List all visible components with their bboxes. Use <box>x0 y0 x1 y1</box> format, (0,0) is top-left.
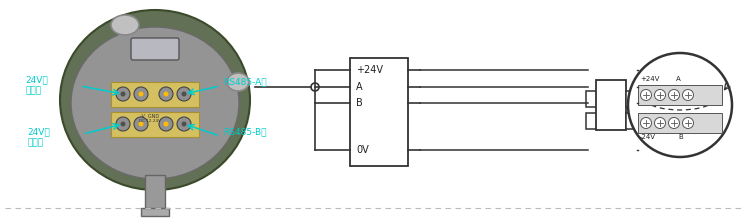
Text: 源正极: 源正极 <box>25 87 41 95</box>
Text: +24V: +24V <box>640 76 659 82</box>
Circle shape <box>182 92 187 97</box>
Circle shape <box>682 118 694 129</box>
Circle shape <box>159 117 173 131</box>
Bar <box>350 58 408 166</box>
Circle shape <box>668 90 680 101</box>
Circle shape <box>655 90 665 101</box>
Text: RS485-B极: RS485-B极 <box>223 127 266 136</box>
Circle shape <box>121 122 125 127</box>
Text: DC 12-24V: DC 12-24V <box>139 119 161 123</box>
Bar <box>626 113 637 129</box>
Circle shape <box>139 92 143 97</box>
Text: A: A <box>356 82 363 92</box>
Circle shape <box>177 117 191 131</box>
Circle shape <box>164 122 169 127</box>
Text: 24V电: 24V电 <box>25 76 48 85</box>
Circle shape <box>116 117 130 131</box>
Circle shape <box>655 118 665 129</box>
Bar <box>111 112 199 137</box>
Text: A: A <box>676 76 681 82</box>
Bar <box>596 80 626 130</box>
Bar <box>111 82 199 107</box>
Text: B: B <box>678 134 682 140</box>
Ellipse shape <box>60 10 250 190</box>
Circle shape <box>182 122 187 127</box>
Text: +24V: +24V <box>356 65 383 75</box>
Ellipse shape <box>111 15 139 35</box>
Text: B: B <box>356 98 363 108</box>
Circle shape <box>640 118 652 129</box>
Bar <box>626 91 637 107</box>
Circle shape <box>682 90 694 101</box>
Circle shape <box>139 122 143 127</box>
Ellipse shape <box>227 73 249 91</box>
Text: 24V电: 24V电 <box>27 127 50 136</box>
Circle shape <box>134 87 148 101</box>
Circle shape <box>116 87 130 101</box>
Circle shape <box>640 90 652 101</box>
Circle shape <box>311 83 319 91</box>
Text: RS485-A极: RS485-A极 <box>223 78 267 87</box>
Bar <box>586 113 597 129</box>
Bar <box>145 175 165 210</box>
Circle shape <box>177 87 191 101</box>
Ellipse shape <box>71 27 239 179</box>
Circle shape <box>121 92 125 97</box>
FancyBboxPatch shape <box>131 38 179 60</box>
Circle shape <box>164 92 169 97</box>
Circle shape <box>134 117 148 131</box>
Circle shape <box>668 118 680 129</box>
Bar <box>638 85 722 105</box>
Circle shape <box>159 87 173 101</box>
Bar <box>638 113 722 133</box>
Circle shape <box>628 53 732 157</box>
Text: 源负极: 源负极 <box>27 138 43 148</box>
Text: -24V: -24V <box>640 134 656 140</box>
Bar <box>141 208 169 216</box>
Text: 0V: 0V <box>356 145 369 155</box>
Text: -V  GND: -V GND <box>140 114 160 119</box>
Bar <box>586 91 597 107</box>
